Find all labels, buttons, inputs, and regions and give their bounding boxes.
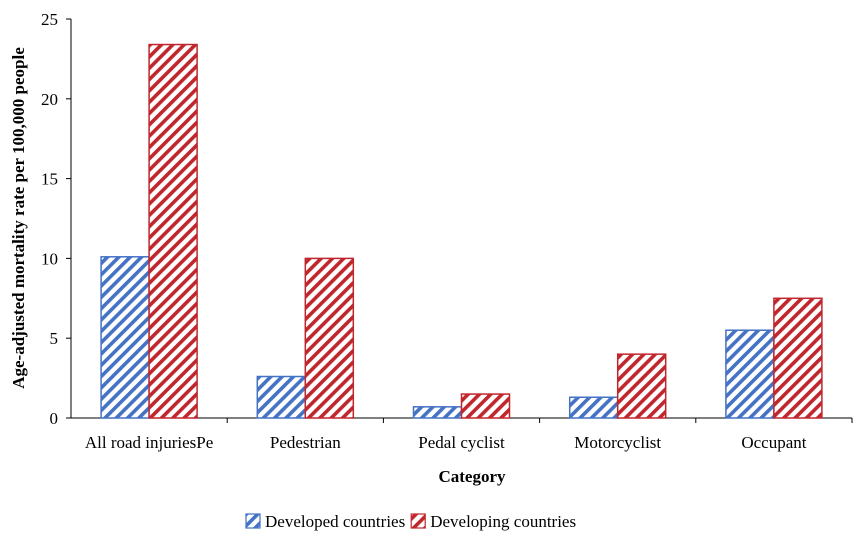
bar-developed [256,375,307,419]
y-tick-label: 20 [41,90,58,109]
y-tick-label: 0 [50,409,59,428]
bar-developing [773,297,823,419]
y-tick-label: 25 [41,10,58,29]
bar-developing [148,43,198,419]
y-axis: 0 5 10 15 20 25 [41,10,72,428]
y-tick-label: 15 [41,170,58,189]
x-category-label: Motorcyclist [574,433,661,452]
y-axis-title: Age-adjusted mortality rate per 100,000 … [9,47,28,389]
bar-developed [412,406,463,419]
bar-developing [460,393,511,419]
x-category-label: Occupant [741,433,806,452]
x-category-label: All road injuriesPe [85,433,213,452]
legend: Developed countries Developing countries [245,512,576,531]
x-axis: All road injuriesPe Pedestrian Pedal cycli… [71,417,853,452]
bar-developed [725,329,775,419]
legend-label: Developed countries [265,512,405,531]
y-tick-label: 5 [50,329,59,348]
bar-developed [568,396,619,419]
x-axis-title: Category [438,467,506,486]
bar-developed [100,256,150,419]
y-tick-label: 10 [41,249,58,268]
bar-developing [304,257,355,419]
x-category-label: Pedal cyclist [418,433,505,452]
legend-swatch [245,513,261,529]
bars-group [100,43,823,419]
bar-developing [616,353,667,419]
legend-label: Developing countries [430,512,576,531]
legend-swatch [410,513,426,529]
x-category-label: Pedestrian [270,433,341,452]
